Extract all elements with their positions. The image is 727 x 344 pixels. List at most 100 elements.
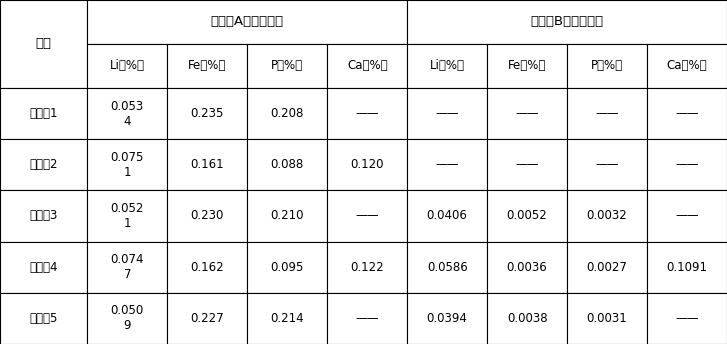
- Bar: [327, 88, 407, 139]
- Bar: [487, 190, 567, 241]
- Text: 0.120: 0.120: [350, 158, 384, 171]
- Text: Ca（%）: Ca（%）: [347, 60, 387, 73]
- Text: 0.122: 0.122: [350, 261, 384, 274]
- Text: 加助剂B或氢氧化钠: 加助剂B或氢氧化钠: [531, 15, 603, 29]
- Bar: [327, 44, 407, 88]
- Bar: [487, 44, 567, 88]
- Bar: [647, 241, 727, 293]
- Text: Li（%）: Li（%）: [110, 60, 145, 73]
- Text: 0.0032: 0.0032: [587, 209, 627, 223]
- Bar: [0, 0, 87, 88]
- Bar: [487, 139, 567, 190]
- Bar: [327, 241, 407, 293]
- Bar: [87, 190, 167, 241]
- Text: 加助剂A或氢氧化钠: 加助剂A或氢氧化钠: [211, 15, 284, 29]
- Text: P（%）: P（%）: [271, 60, 303, 73]
- Text: 0.0031: 0.0031: [587, 312, 627, 325]
- Bar: [247, 293, 327, 344]
- Bar: [567, 190, 647, 241]
- Text: 0.075
1: 0.075 1: [111, 151, 144, 179]
- Bar: [487, 293, 567, 344]
- Text: 0.053
4: 0.053 4: [111, 99, 144, 128]
- Text: 对比例1: 对比例1: [29, 107, 58, 120]
- Text: ——: ——: [435, 107, 459, 120]
- Text: 对比例5: 对比例5: [30, 312, 58, 325]
- Bar: [567, 88, 647, 139]
- Bar: [87, 293, 167, 344]
- Text: 0.0406: 0.0406: [427, 209, 467, 223]
- Text: ——: ——: [356, 209, 379, 223]
- Text: 0.0394: 0.0394: [427, 312, 467, 325]
- Bar: [407, 88, 487, 139]
- Text: 0.074
7: 0.074 7: [111, 253, 144, 281]
- Bar: [0, 293, 87, 344]
- Text: ——: ——: [675, 107, 699, 120]
- Bar: [0, 139, 87, 190]
- Bar: [487, 88, 567, 139]
- Bar: [567, 44, 647, 88]
- Bar: [0, 241, 87, 293]
- Bar: [87, 44, 167, 88]
- Bar: [247, 190, 327, 241]
- Text: 0.208: 0.208: [270, 107, 304, 120]
- Text: ——: ——: [515, 158, 539, 171]
- Text: 0.095: 0.095: [270, 261, 304, 274]
- Bar: [647, 293, 727, 344]
- Bar: [0, 190, 87, 241]
- Text: 0.052
1: 0.052 1: [111, 202, 144, 230]
- Text: 0.0038: 0.0038: [507, 312, 547, 325]
- Text: ——: ——: [595, 107, 619, 120]
- Bar: [407, 44, 487, 88]
- Bar: [647, 44, 727, 88]
- Text: ——: ——: [675, 158, 699, 171]
- Bar: [407, 293, 487, 344]
- Text: Fe（%）: Fe（%）: [188, 60, 227, 73]
- Text: 0.227: 0.227: [190, 312, 224, 325]
- Text: 0.0586: 0.0586: [427, 261, 467, 274]
- Text: ——: ——: [435, 158, 459, 171]
- Text: 0.0036: 0.0036: [507, 261, 547, 274]
- Text: Li（%）: Li（%）: [430, 60, 465, 73]
- Bar: [247, 44, 327, 88]
- Text: 编号: 编号: [36, 37, 52, 51]
- Text: 0.214: 0.214: [270, 312, 304, 325]
- Text: 0.088: 0.088: [270, 158, 304, 171]
- Bar: [647, 139, 727, 190]
- Bar: [567, 241, 647, 293]
- Text: 0.050
9: 0.050 9: [111, 304, 144, 332]
- Text: ——: ——: [515, 107, 539, 120]
- Text: ——: ——: [675, 312, 699, 325]
- Bar: [87, 0, 407, 44]
- Text: 0.0052: 0.0052: [507, 209, 547, 223]
- Bar: [167, 293, 247, 344]
- Text: 0.210: 0.210: [270, 209, 304, 223]
- Bar: [0, 88, 87, 139]
- Bar: [167, 190, 247, 241]
- Text: 0.235: 0.235: [190, 107, 224, 120]
- Text: 0.230: 0.230: [190, 209, 224, 223]
- Text: ——: ——: [356, 312, 379, 325]
- Text: 对比例3: 对比例3: [30, 209, 58, 223]
- Bar: [247, 241, 327, 293]
- Bar: [407, 241, 487, 293]
- Bar: [647, 190, 727, 241]
- Bar: [327, 190, 407, 241]
- Bar: [167, 139, 247, 190]
- Bar: [167, 241, 247, 293]
- Bar: [407, 190, 487, 241]
- Bar: [567, 293, 647, 344]
- Bar: [327, 293, 407, 344]
- Text: P（%）: P（%）: [591, 60, 623, 73]
- Text: 对比例2: 对比例2: [29, 158, 58, 171]
- Bar: [327, 139, 407, 190]
- Text: Fe（%）: Fe（%）: [508, 60, 546, 73]
- Bar: [87, 88, 167, 139]
- Text: ——: ——: [356, 107, 379, 120]
- Bar: [567, 139, 647, 190]
- Bar: [167, 88, 247, 139]
- Text: Ca（%）: Ca（%）: [667, 60, 707, 73]
- Bar: [407, 139, 487, 190]
- Bar: [87, 139, 167, 190]
- Text: ——: ——: [595, 158, 619, 171]
- Text: 对比例4: 对比例4: [29, 261, 58, 274]
